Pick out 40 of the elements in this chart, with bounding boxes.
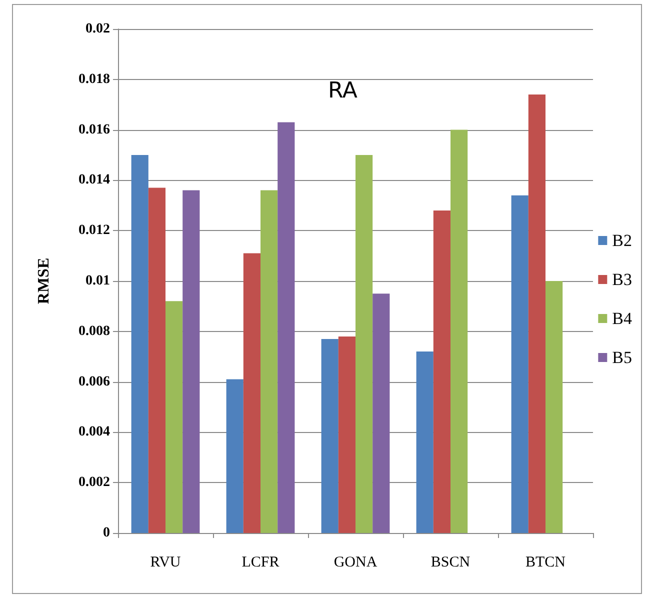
bar (433, 210, 450, 533)
y-tick-label: 0.016 (78, 122, 110, 138)
bar (260, 190, 278, 533)
bar (148, 188, 166, 533)
bar (546, 281, 563, 533)
legend-label: B3 (612, 270, 632, 289)
y-tick-label: 0.002 (78, 475, 110, 490)
x-tick-label: BSCN (430, 554, 470, 570)
bar (356, 155, 373, 533)
y-tick-label: 0.012 (78, 223, 110, 238)
bar (372, 294, 390, 533)
y-tick-label: 0.008 (78, 324, 110, 339)
bar (338, 336, 356, 533)
x-tick-label: BTCN (525, 554, 566, 570)
x-tick-label: RVU (150, 554, 181, 570)
bar (243, 253, 260, 533)
legend-label: B4 (612, 309, 632, 328)
y-tick-label: 0 (103, 526, 110, 540)
y-axis-title: RMSE (36, 258, 52, 304)
bar (321, 338, 338, 533)
x-tick-label: GONA (334, 554, 378, 570)
bar (278, 122, 295, 533)
y-tick-label: 0.01 (86, 274, 110, 288)
legend-label: B5 (612, 348, 632, 367)
bar (131, 155, 148, 533)
bar (450, 130, 468, 533)
y-tick-label: 0.018 (78, 72, 110, 87)
bar (226, 379, 244, 533)
y-tick-label: 0.004 (78, 424, 110, 440)
y-tick-label: 0.02 (86, 22, 110, 36)
text: RA (328, 78, 358, 104)
y-tick-label: 0.014 (78, 172, 110, 188)
legend-label: B2 (612, 231, 632, 250)
bar (528, 94, 546, 533)
bar (511, 195, 528, 533)
x-tick-label: LCFR (242, 554, 280, 570)
bar (166, 301, 183, 533)
bar (182, 190, 200, 533)
y-tick-label: 0.006 (78, 374, 110, 390)
bar (416, 352, 434, 533)
